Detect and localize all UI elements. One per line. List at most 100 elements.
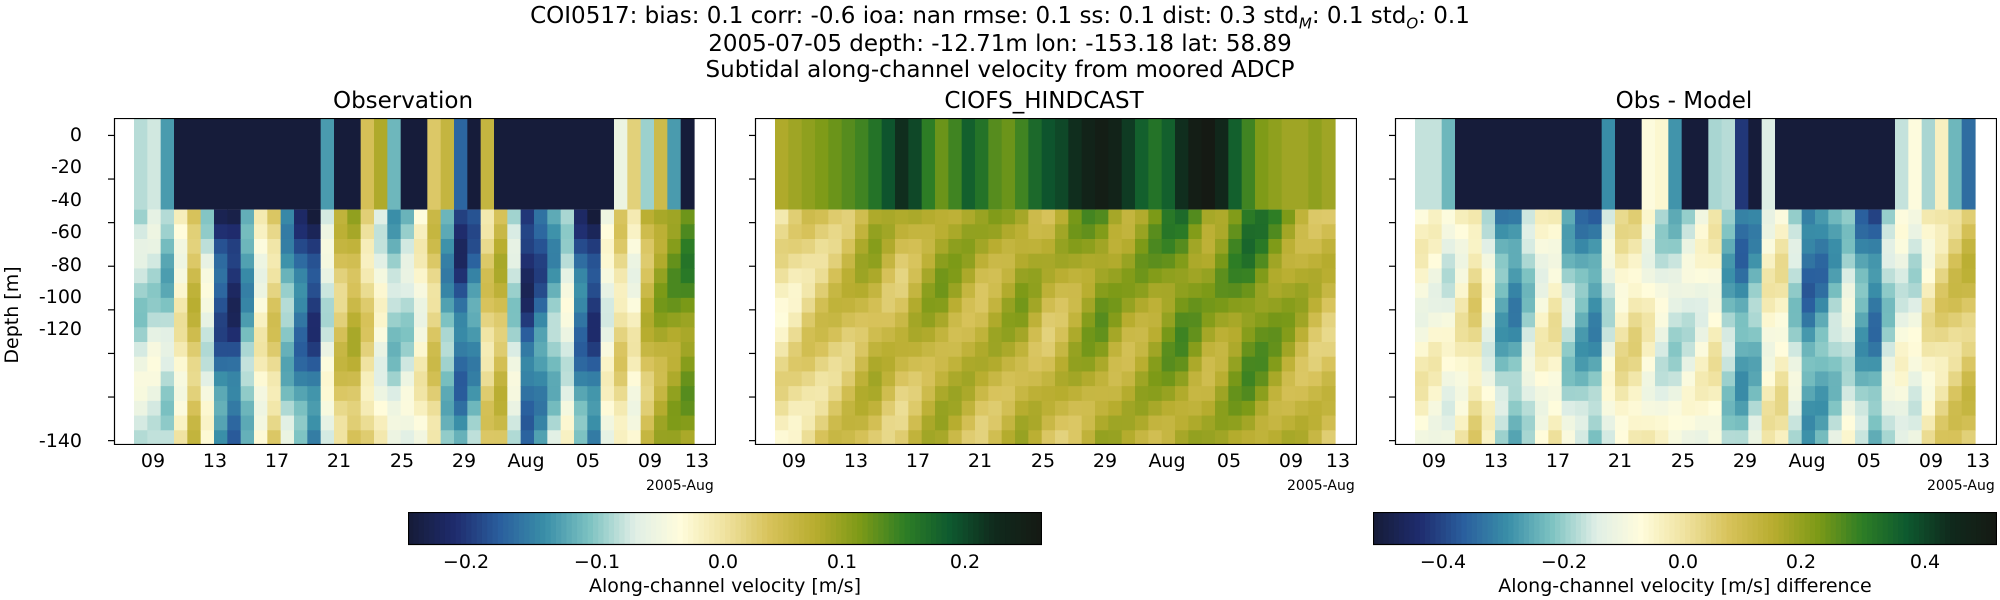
surface-cell	[788, 118, 803, 210]
depth-cell	[988, 238, 1003, 255]
depth-cell	[1641, 238, 1656, 255]
depth-cell	[1841, 356, 1856, 373]
depth-cell	[1095, 356, 1109, 373]
depth-cell	[988, 415, 1003, 431]
depth-cell	[895, 386, 909, 402]
depth-cell	[1575, 224, 1589, 240]
depth-cell	[935, 415, 949, 431]
depth-cell	[1588, 209, 1603, 225]
depth-cell	[1455, 400, 1469, 417]
depth-cell	[427, 268, 442, 284]
depth-cell	[467, 253, 482, 270]
depth-cell	[494, 386, 508, 402]
depth-cell	[1041, 327, 1056, 343]
depth-cell	[1441, 327, 1456, 343]
depth-cell	[975, 209, 989, 225]
depth-cell	[1735, 430, 1749, 445]
depth-cell	[280, 297, 295, 314]
colorbar-swatch	[1015, 512, 1022, 544]
depth-cell	[587, 430, 602, 445]
depth-cell	[1028, 312, 1043, 328]
depth-cell	[988, 253, 1003, 270]
depth-cell	[1468, 342, 1483, 358]
depth-cell	[1801, 224, 1816, 240]
depth-cell	[627, 224, 642, 240]
surface-cell	[1748, 118, 1763, 210]
depth-cell	[494, 400, 508, 417]
colorbar-tick-label: 0.0	[707, 551, 739, 573]
depth-cell	[1508, 386, 1523, 402]
depth-cell	[1428, 386, 1443, 402]
depth-cell	[841, 356, 856, 373]
depth-cell	[400, 253, 415, 270]
y-axis-label: Depth [m]	[1, 266, 23, 364]
colorbar-swatch	[508, 512, 515, 544]
colorbar-swatch	[909, 512, 916, 544]
colorbar-gradient	[408, 512, 1042, 544]
x-tick-label: 09	[637, 450, 663, 472]
depth-cell	[654, 342, 668, 358]
depth-cell	[841, 283, 856, 299]
colorbar-tick-label: −0.4	[1419, 551, 1467, 573]
depth-cell	[1268, 415, 1283, 431]
depth-cell	[1881, 371, 1896, 387]
depth-cell	[1695, 224, 1709, 240]
depth-cell	[574, 253, 588, 270]
depth-cell	[374, 386, 388, 402]
depth-cell	[187, 253, 202, 270]
colorbar-frame	[1373, 512, 1997, 546]
depth-cell	[1561, 400, 1576, 417]
depth-cell	[214, 238, 228, 255]
depth-cell	[1481, 400, 1496, 417]
depth-cell	[1628, 356, 1643, 373]
depth-cell	[988, 224, 1003, 240]
depth-cell	[1428, 253, 1443, 270]
colorbar-tick-label: −0.2	[1540, 551, 1588, 573]
depth-cell	[1681, 356, 1696, 373]
depth-cell	[467, 400, 482, 417]
depth-cell	[520, 342, 535, 358]
depth-cell	[1135, 430, 1149, 445]
depth-cell	[1948, 283, 1963, 299]
surface-cell	[534, 118, 548, 210]
depth-cell	[1108, 297, 1123, 314]
depth-cell	[187, 430, 202, 445]
depth-cell	[1721, 400, 1736, 417]
colorbar-swatch	[666, 512, 673, 544]
surface-cell	[1215, 118, 1229, 210]
depth-cell	[1161, 342, 1176, 358]
depth-cell	[1495, 415, 1509, 431]
depth-cell	[1548, 209, 1563, 225]
depth-cell	[360, 268, 375, 284]
depth-cell	[1121, 386, 1136, 402]
depth-cell	[1948, 268, 1963, 284]
depth-cell	[200, 238, 215, 255]
colorbar-swatch	[1373, 512, 1379, 544]
depth-cell	[1135, 386, 1149, 402]
depth-cell	[347, 209, 362, 225]
colorbar-swatch	[1005, 512, 1011, 544]
depth-cell	[788, 312, 803, 328]
x-tick-label: 09	[781, 450, 807, 472]
depth-cell	[895, 238, 909, 255]
surface-cell	[1188, 118, 1203, 210]
depth-cell	[788, 253, 803, 270]
depth-cell	[214, 356, 228, 373]
depth-cell	[320, 268, 335, 284]
depth-cell	[160, 312, 175, 328]
depth-cell	[360, 224, 375, 240]
depth-cell	[640, 297, 655, 314]
depth-cell	[1748, 268, 1763, 284]
colorbar-swatch	[867, 512, 874, 544]
depth-cell	[1441, 238, 1456, 255]
colorbar-swatch	[1737, 512, 1743, 544]
depth-cell	[1708, 268, 1723, 284]
depth-cell	[547, 224, 562, 240]
depth-cell	[627, 327, 642, 343]
depth-cell	[587, 415, 602, 431]
depth-cell	[1295, 371, 1309, 387]
colorbar-swatch	[1659, 512, 1665, 544]
depth-cell	[1748, 327, 1763, 343]
depth-cell	[921, 342, 936, 358]
depth-cell	[1801, 268, 1816, 284]
